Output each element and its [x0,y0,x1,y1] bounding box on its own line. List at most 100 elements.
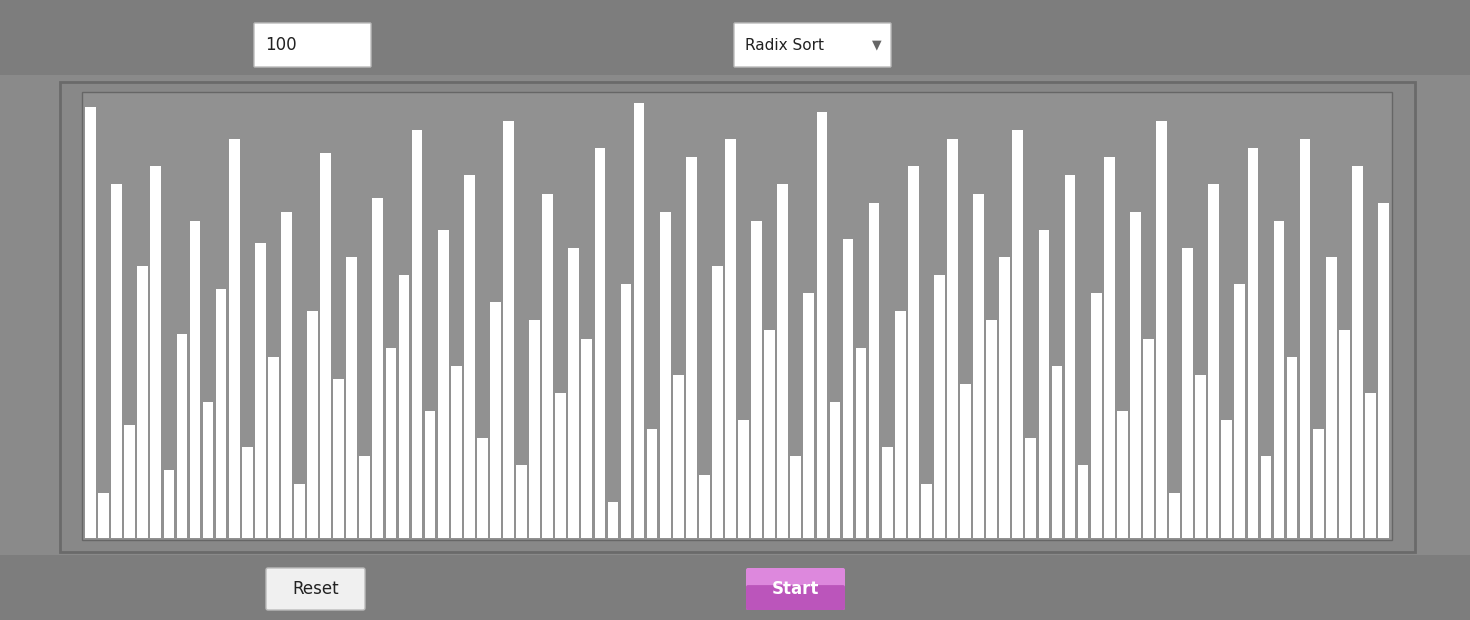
Bar [594,148,606,538]
Bar [1313,429,1323,538]
Bar [0,555,1470,620]
Bar [137,266,148,538]
Bar [947,139,958,538]
Text: Start: Start [772,580,819,598]
Bar [1286,356,1298,538]
Bar [216,289,226,538]
Bar [869,203,879,538]
Bar [503,121,514,538]
Bar [922,484,932,538]
Bar [1273,221,1285,538]
Bar [398,275,409,538]
Bar [1377,203,1389,538]
Bar [1195,375,1205,538]
Bar [1169,493,1180,538]
Bar [320,153,331,538]
Bar [476,438,488,538]
Bar [254,244,266,538]
Bar [1051,366,1063,538]
Bar [542,193,553,538]
Bar [804,293,814,538]
Bar [1299,139,1310,538]
Bar [882,448,892,538]
Text: ▼: ▼ [872,38,882,51]
Bar [465,175,475,538]
Bar [660,211,670,538]
Bar [125,425,135,538]
Bar [334,379,344,538]
Bar [451,366,462,538]
Bar [842,239,854,538]
Bar [0,0,1470,75]
Bar [778,185,788,538]
Bar [1130,211,1141,538]
Text: 100: 100 [265,36,297,54]
FancyBboxPatch shape [254,23,370,67]
Bar [281,211,291,538]
Bar [1091,293,1101,538]
Bar [700,474,710,538]
FancyBboxPatch shape [745,568,845,610]
Bar [1144,339,1154,538]
Bar [163,470,175,538]
Bar [1235,284,1245,538]
Bar [347,257,357,538]
Bar [738,420,748,538]
Text: Reset: Reset [293,580,338,598]
Bar [490,303,501,538]
Bar [686,157,697,538]
Bar [1013,130,1023,538]
Bar [229,139,240,538]
Bar [1182,248,1194,538]
Bar [60,82,1416,552]
Bar [856,348,866,538]
Bar [607,502,619,538]
Bar [791,456,801,538]
Bar [725,139,736,538]
Bar [1261,456,1272,538]
Bar [960,384,970,538]
Bar [751,221,761,538]
FancyBboxPatch shape [745,585,845,610]
Bar [372,198,384,538]
Bar [529,321,539,538]
Bar [1078,466,1088,538]
Bar [933,275,945,538]
Bar [360,456,370,538]
Bar [150,166,162,538]
Bar [1339,329,1349,538]
Bar [82,92,1392,540]
Bar [1208,185,1219,538]
Bar [986,321,997,538]
Bar [516,466,526,538]
Bar [1248,148,1258,538]
Bar [582,339,592,538]
Bar [1352,166,1363,538]
Bar [307,311,318,538]
FancyBboxPatch shape [266,568,365,610]
Bar [425,411,435,538]
Bar [1117,411,1127,538]
Bar [556,393,566,538]
Bar [973,193,983,538]
Bar [176,334,187,538]
Bar [1326,257,1336,538]
Bar [673,375,684,538]
Bar [620,284,631,538]
Bar [1104,157,1114,538]
Bar [1000,257,1010,538]
Bar [908,166,919,538]
Bar [895,311,906,538]
Bar [1366,393,1376,538]
Bar [1026,438,1036,538]
Bar [268,356,279,538]
Text: Radix Sort: Radix Sort [745,37,825,53]
Bar [569,248,579,538]
Bar [412,130,422,538]
Bar [829,402,841,538]
Bar [243,448,253,538]
Bar [647,429,657,538]
Bar [764,329,775,538]
Bar [294,484,304,538]
Bar [634,103,644,538]
